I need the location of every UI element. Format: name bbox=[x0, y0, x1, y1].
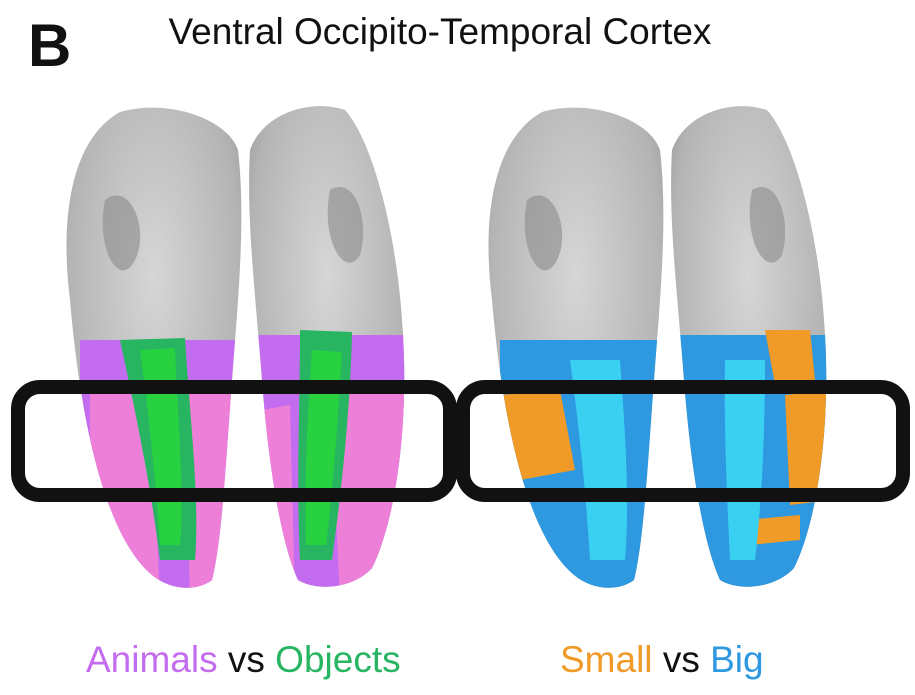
right-hemisphere bbox=[671, 106, 827, 587]
legend-animals-vs-objects: Animals vs Objects bbox=[86, 638, 401, 682]
right-hemisphere bbox=[249, 106, 405, 587]
highlight-frame-left bbox=[11, 380, 457, 502]
brain-pair-small-big bbox=[488, 106, 827, 588]
legend-vs: vs bbox=[227, 639, 265, 680]
legend-term-objects: Objects bbox=[275, 639, 401, 680]
highlight-frame-right bbox=[456, 380, 910, 502]
legend-term-animals: Animals bbox=[86, 639, 218, 680]
left-hemisphere bbox=[66, 107, 242, 588]
legend-term-small: Small bbox=[560, 639, 653, 680]
panel-letter: B bbox=[28, 12, 72, 79]
brain-pair-animals-objects bbox=[66, 106, 405, 588]
legend-term-big: Big bbox=[710, 639, 764, 680]
figure-title: Ventral Occipito-Temporal Cortex bbox=[168, 11, 712, 52]
left-hemisphere bbox=[488, 107, 664, 588]
legend-small-vs-big: Small vs Big bbox=[560, 638, 764, 682]
legend-vs: vs bbox=[662, 639, 700, 680]
